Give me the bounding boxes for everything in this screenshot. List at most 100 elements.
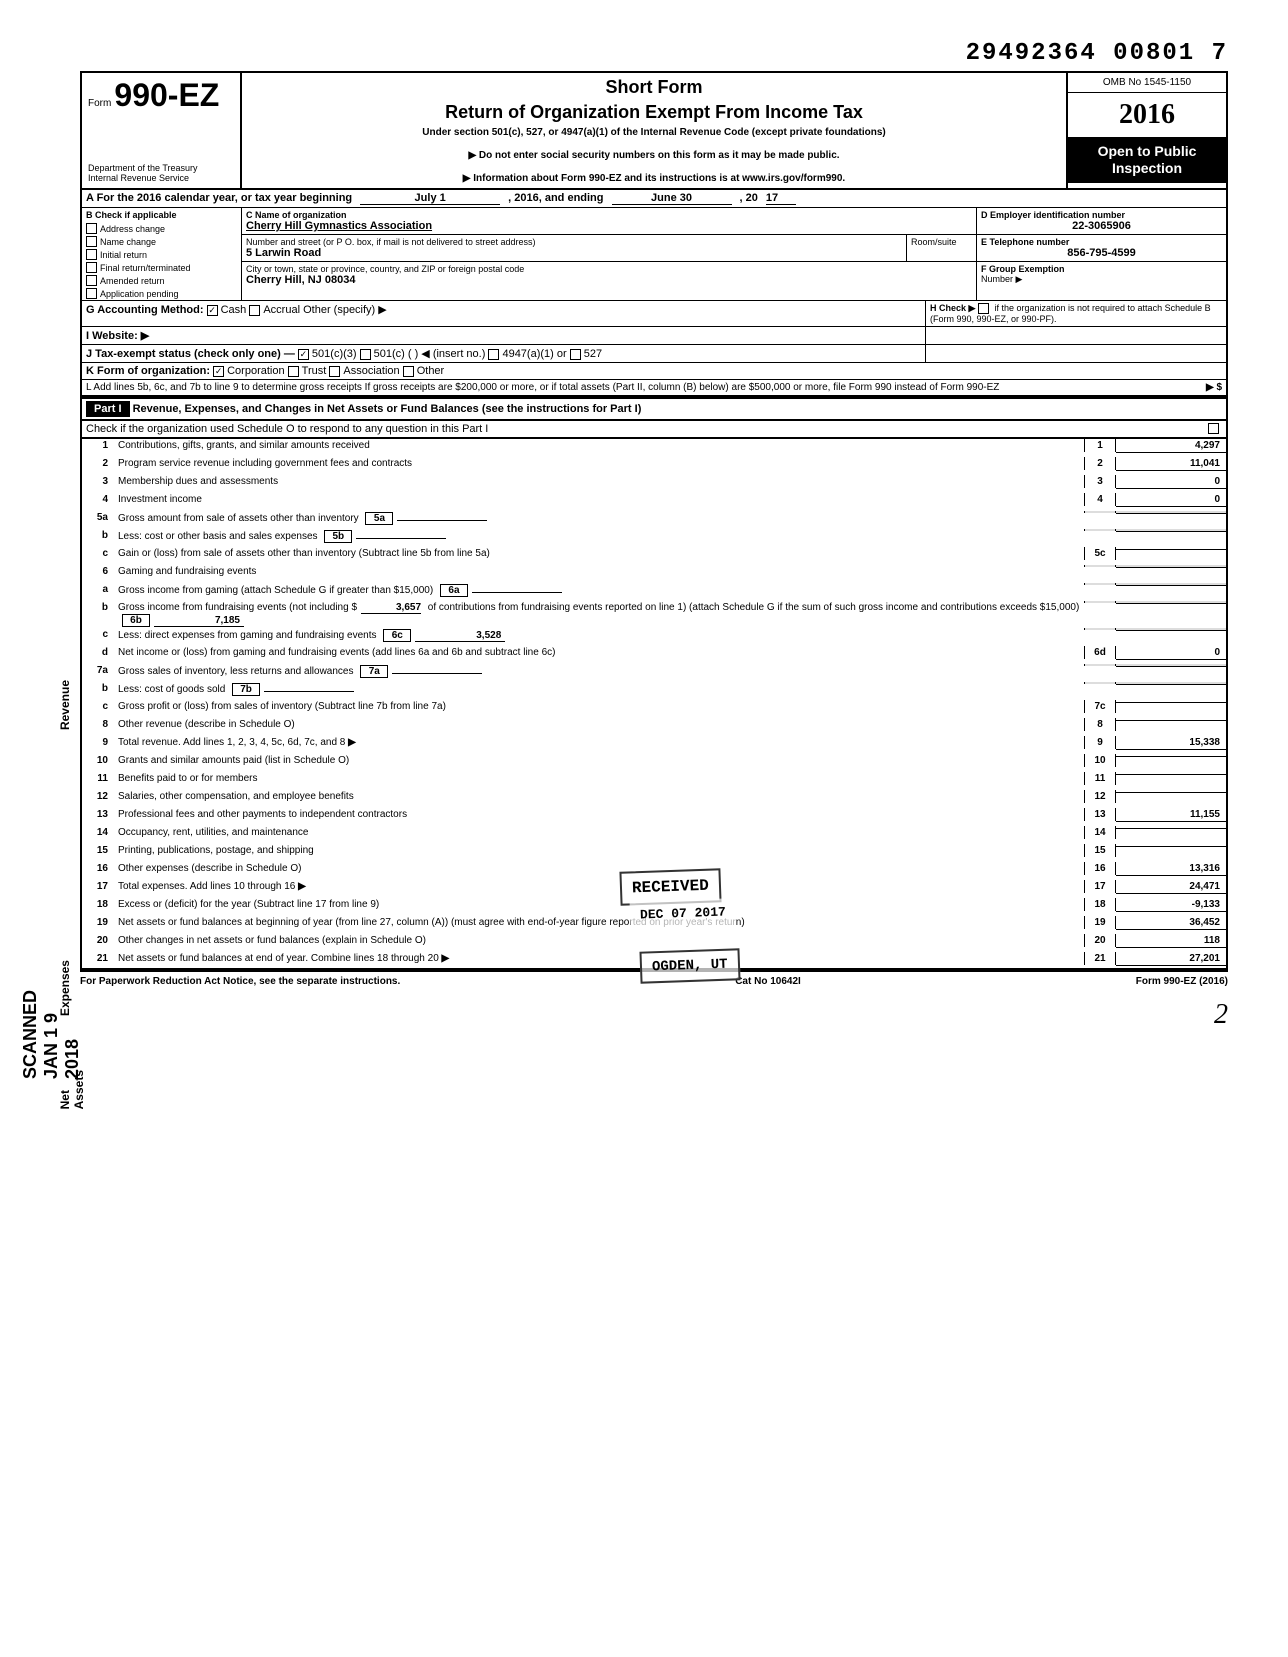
line-number: 15: [82, 844, 114, 857]
line-description: Gross sales of inventory, less returns a…: [114, 664, 1084, 679]
line-j-label: J Tax-exempt status (check only one) —: [86, 348, 295, 360]
document-id: 29492364 00801 7: [80, 40, 1228, 67]
label-527: 527: [584, 348, 602, 360]
check-accrual[interactable]: [249, 305, 260, 316]
line-description: Contributions, gifts, grants, and simila…: [114, 439, 1084, 452]
line-number: d: [82, 646, 114, 659]
check-application-pending[interactable]: [86, 288, 97, 299]
line-10: 10Grants and similar amounts paid (list …: [80, 754, 1228, 772]
line-number: 8: [82, 718, 114, 731]
inner-box-number: 5b: [324, 530, 352, 543]
tax-year-end: June 30: [612, 192, 732, 205]
line-description: Net assets or fund balances at end of ye…: [114, 952, 1084, 965]
line-amount: 11,041: [1116, 457, 1226, 471]
expenses-label: Expenses: [58, 960, 72, 1016]
line-number: 1: [82, 439, 114, 452]
line-description: Professional fees and other payments to …: [114, 808, 1084, 821]
line-amount: [1116, 628, 1226, 631]
line-number: b: [82, 601, 114, 614]
return-title: Return of Organization Exempt From Incom…: [250, 102, 1058, 123]
line-1: 1Contributions, gifts, grants, and simil…: [80, 439, 1228, 457]
tax-year-begin: July 1: [360, 192, 500, 205]
line-2: 2Program service revenue including gover…: [80, 457, 1228, 475]
line-box-number: [1084, 583, 1116, 585]
check-cash[interactable]: ✓: [207, 305, 218, 316]
check-association[interactable]: [329, 366, 340, 377]
line-6c: cLess: direct expenses from gaming and f…: [80, 628, 1228, 646]
inner-amount: [392, 673, 482, 674]
room-suite-label: Room/suite: [906, 235, 976, 261]
line-box-number: [1084, 664, 1116, 666]
check-527[interactable]: [570, 349, 581, 360]
line-description: Grants and similar amounts paid (list in…: [114, 754, 1084, 767]
line-box-number: 6d: [1084, 646, 1116, 659]
line-box-number: 8: [1084, 718, 1116, 731]
check-amended-return[interactable]: [86, 275, 97, 286]
tax-year: 2016: [1068, 93, 1226, 137]
line-4: 4Investment income40: [80, 493, 1228, 511]
line-description: Gross amount from sale of assets other t…: [114, 511, 1084, 526]
line-20: 20Other changes in net assets or fund ba…: [80, 934, 1228, 952]
line-description: Other expenses (describe in Schedule O): [114, 862, 1084, 875]
check-schedule-o[interactable]: [1208, 423, 1219, 434]
line-number: 7a: [82, 664, 114, 677]
ogden-stamp: OGDEN, UT: [639, 948, 740, 983]
line-amount: 15,338: [1116, 736, 1226, 750]
line-amount: [1116, 511, 1226, 514]
received-date-stamp: DEC 07 2017: [630, 898, 737, 929]
city-state-zip: Cherry Hill, NJ 08034: [246, 274, 972, 286]
check-501c3[interactable]: ✓: [298, 349, 309, 360]
inner-amount: 7,185: [154, 615, 244, 627]
line-box-number: [1084, 628, 1116, 630]
check-other-org[interactable]: [403, 366, 414, 377]
check-corporation[interactable]: ✓: [213, 366, 224, 377]
label-corporation: Corporation: [227, 365, 284, 377]
check-initial-return[interactable]: [86, 249, 97, 260]
line-box-number: 16: [1084, 862, 1116, 875]
line-box-number: 13: [1084, 808, 1116, 821]
section-f-label2: Number ▶: [981, 274, 1222, 285]
check-schedule-b[interactable]: [978, 303, 989, 314]
fillin-amount: 3,657: [361, 602, 421, 614]
line-number: 18: [82, 898, 114, 911]
form-prefix: Form: [88, 98, 111, 109]
line-description: Gaming and fundraising events: [114, 565, 1084, 578]
line-box-number: 9: [1084, 736, 1116, 749]
line-number: c: [82, 547, 114, 560]
line-box-number: 11: [1084, 772, 1116, 785]
line-box-number: [1084, 565, 1116, 567]
check-trust[interactable]: [288, 366, 299, 377]
line-amount: [1116, 565, 1226, 568]
line-box-number: 18: [1084, 898, 1116, 911]
label-name-change: Name change: [100, 237, 156, 247]
inner-amount: [397, 520, 487, 521]
section-d-label: D Employer identification number: [981, 210, 1222, 220]
check-final-return[interactable]: [86, 262, 97, 273]
check-address-change[interactable]: [86, 223, 97, 234]
line-number: 17: [82, 880, 114, 893]
check-name-change[interactable]: [86, 236, 97, 247]
inner-box-number: 6c: [383, 629, 411, 642]
line-number: 19: [82, 916, 114, 929]
org-name: Cherry Hill Gymnastics Association: [246, 220, 972, 232]
line-box-number: 19: [1084, 916, 1116, 929]
line-amount: 24,471: [1116, 880, 1226, 894]
line-box-number: 1: [1084, 439, 1116, 452]
line-amount: 13,316: [1116, 862, 1226, 876]
line-description: Membership dues and assessments: [114, 475, 1084, 488]
line-amount: [1116, 682, 1226, 685]
line-box-number: 17: [1084, 880, 1116, 893]
check-4947a1[interactable]: [488, 349, 499, 360]
check-501c[interactable]: [360, 349, 371, 360]
tax-year-yy: 17: [766, 192, 796, 205]
line-box-number: 15: [1084, 844, 1116, 857]
line-description: Less: cost of goods sold 7b: [114, 682, 1084, 697]
line-amount: [1116, 772, 1226, 775]
line-8: 8Other revenue (describe in Schedule O)8: [80, 718, 1228, 736]
line-description: Excess or (deficit) for the year (Subtra…: [114, 898, 1084, 911]
handwritten-page-number: 2: [80, 999, 1228, 1031]
line-description: Investment income: [114, 493, 1084, 506]
inner-box-number: 6b: [122, 614, 150, 627]
line-number: 21: [82, 952, 114, 965]
line-description: Benefits paid to or for members: [114, 772, 1084, 785]
